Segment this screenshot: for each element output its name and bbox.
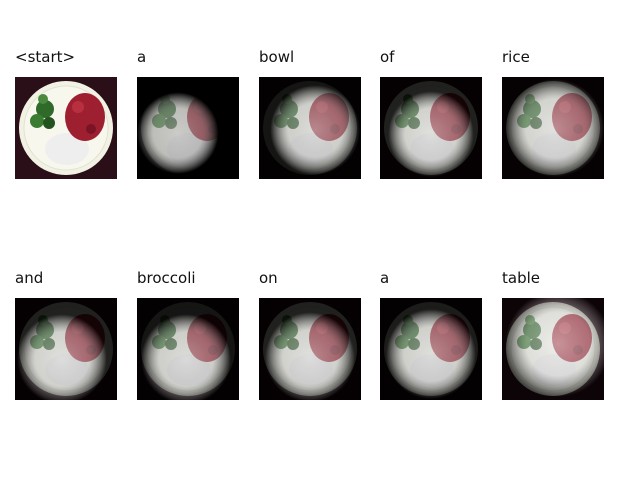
- attention-map-image: [380, 298, 482, 400]
- attention-map-image: [137, 298, 239, 400]
- attention-map-image: [502, 77, 604, 179]
- attention-map-image: [259, 77, 361, 179]
- food-photo: [15, 77, 117, 179]
- caption-word: of: [380, 48, 395, 66]
- caption-word: and: [15, 269, 44, 287]
- caption-word: a: [137, 48, 147, 66]
- caption-word: table: [502, 269, 540, 287]
- attention-map-image: [15, 298, 117, 400]
- caption-word: bowl: [259, 48, 295, 66]
- attention-map-image: [259, 298, 361, 400]
- caption-word: a: [380, 269, 390, 287]
- caption-word: <start>: [15, 48, 76, 66]
- caption-word: rice: [502, 48, 530, 66]
- attention-map-image: [380, 77, 482, 179]
- caption-word: broccoli: [137, 269, 196, 287]
- attention-map-image: [502, 298, 604, 400]
- caption-word: on: [259, 269, 278, 287]
- attention-map-image: [137, 77, 239, 179]
